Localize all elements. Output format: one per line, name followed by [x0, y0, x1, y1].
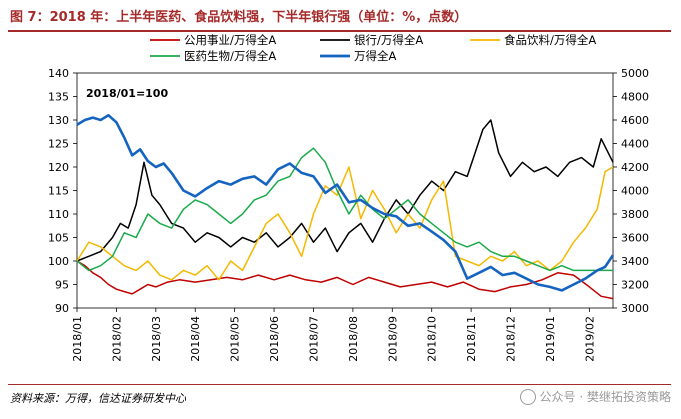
y-left-tick-label: 130	[48, 114, 69, 127]
y-left-tick-label: 135	[48, 91, 69, 104]
legend-label-4: 万得全A	[354, 49, 396, 63]
y-left-tick-label: 110	[48, 208, 69, 221]
series-line-4	[76, 114, 615, 292]
y-right-tick-label: 3800	[621, 208, 649, 221]
legend-label-1: 银行/万得全A	[354, 33, 423, 47]
x-tick-label: 2018/07	[307, 316, 320, 362]
y-left-tick-label: 125	[48, 138, 69, 151]
x-tick-label: 2019/02	[583, 316, 596, 362]
y-right-tick-label: 4600	[621, 114, 649, 127]
x-tick-label: 2018/05	[229, 316, 242, 362]
legend-label-3: 医药生物/万得全A	[184, 49, 276, 63]
base-annotation: 2018/01=100	[86, 87, 168, 100]
y-right-tick-label: 4400	[621, 138, 649, 151]
y-left-tick-label: 120	[48, 161, 69, 174]
x-tick-label: 2018/03	[150, 316, 163, 362]
x-tick-label: 2018/12	[505, 316, 518, 362]
y-left-tick-label: 95	[55, 279, 69, 292]
title-divider	[8, 30, 671, 32]
axes: 90 95 100 105 110 115 120 125 130 135 140 3000 3200 3…	[48, 67, 649, 362]
x-tick-label: 2018/01	[71, 316, 84, 362]
y-left-tick-label: 105	[48, 232, 69, 245]
y-left-tick-label: 115	[48, 185, 69, 198]
x-tick-label: 2018/11	[465, 316, 478, 362]
legend-label-0: 公用事业/万得全A	[184, 33, 276, 47]
y-left-tick-label: 90	[55, 302, 69, 315]
y-right-tick-label: 4800	[621, 91, 649, 104]
y-right-tick-label: 3600	[621, 232, 649, 245]
legend: 公用事业/万得全A 银行/万得全A 食品饮料/万得全A 医药生物/万得全A 万得全A	[150, 33, 596, 63]
x-tick-label: 2018/10	[426, 316, 439, 362]
y-right-tick-label: 4200	[621, 161, 649, 174]
source-note: 资料来源：万得，信达证券研发中心	[10, 392, 186, 405]
x-tick-label: 2018/04	[189, 316, 202, 362]
watermark-text: 公众号 · 樊继拓投资策略	[539, 390, 671, 404]
y-left-tick-label: 140	[48, 67, 69, 80]
x-tick-label: 2018/02	[110, 316, 123, 362]
y-right-tick-label: 3200	[621, 279, 649, 292]
y-right-tick-label: 3000	[621, 302, 649, 315]
series-layer	[76, 114, 615, 300]
y-right-tick-label: 4000	[621, 185, 649, 198]
legend-label-2: 食品饮料/万得全A	[504, 33, 596, 47]
x-tick-label: 2018/06	[268, 316, 281, 362]
wechat-icon	[519, 388, 536, 405]
x-tick-label: 2018/08	[347, 316, 360, 362]
source-divider	[8, 384, 671, 385]
y-left-tick-label: 100	[48, 255, 69, 268]
y-right-tick-label: 3400	[621, 255, 649, 268]
chart-title: 图 7：2018 年：上半年医药、食品饮料强，下半年银行强（单位：%，点数）	[10, 10, 468, 25]
series-line-0	[76, 260, 614, 300]
y-right-tick-label: 5000	[621, 67, 649, 80]
series-line-1	[76, 119, 614, 262]
x-tick-label: 2019/01	[544, 316, 557, 362]
series-line-2	[76, 166, 614, 281]
x-tick-label: 2018/09	[386, 316, 399, 362]
watermark: 公众号 · 樊继拓投资策略	[519, 388, 671, 405]
series-line-3	[76, 147, 613, 272]
